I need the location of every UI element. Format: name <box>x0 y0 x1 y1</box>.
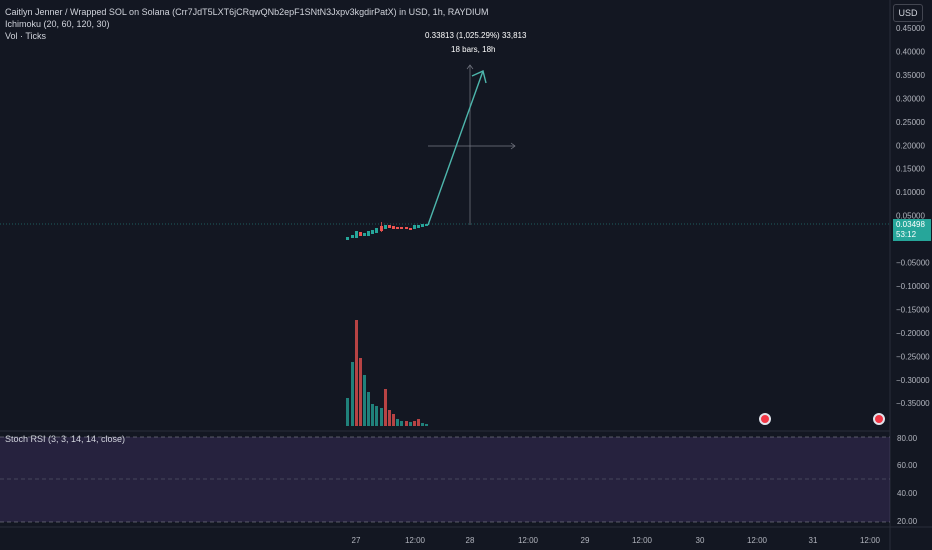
price-tick-label: 0.45000 <box>896 24 925 33</box>
candle <box>375 228 378 233</box>
candle <box>400 227 403 229</box>
currency-button[interactable]: USD <box>893 4 923 22</box>
price-tick-label: 0.20000 <box>896 141 925 150</box>
price-tick-label: 0.15000 <box>896 165 925 174</box>
volume-bar <box>363 375 366 426</box>
volume-bar <box>384 389 387 426</box>
measure-arrow-h <box>510 142 516 150</box>
volume-bar <box>413 421 416 426</box>
time-tick-label: 28 <box>466 536 475 545</box>
price-tick-label: 0.30000 <box>896 94 925 103</box>
price-tick-label: 0.25000 <box>896 118 925 127</box>
rsi-axis[interactable]: 80.00 60.00 40.00 20.00 <box>897 434 918 526</box>
stoch-rsi-label[interactable]: Stoch RSI (3, 3, 14, 14, close) <box>5 434 126 444</box>
candle <box>409 228 412 230</box>
price-tick-label: 0.35000 <box>896 71 925 80</box>
volume-bar <box>375 406 378 426</box>
price-tick-label: 0.40000 <box>896 47 925 56</box>
measure-arrowhead <box>471 70 487 84</box>
price-tick-label: −0.25000 <box>896 352 930 361</box>
time-tick-label: 29 <box>581 536 590 545</box>
measure-info-line1: 0.33813 (1,025.29%) 33,813 <box>425 31 527 40</box>
candle <box>392 226 395 229</box>
price-tick-label: 0.05000 <box>896 212 925 221</box>
candle <box>371 230 374 234</box>
volume-label[interactable]: Vol · Ticks <box>5 31 47 41</box>
rsi-tick-label: 60.00 <box>897 461 918 470</box>
price-tick-label: −0.30000 <box>896 376 930 385</box>
volume-bar <box>351 362 354 426</box>
rsi-tick-label: 80.00 <box>897 434 918 443</box>
bar-countdown: 53:12 <box>896 230 917 239</box>
candle <box>421 224 424 227</box>
event-flag-icon[interactable] <box>873 413 885 425</box>
time-axis[interactable]: 27 12:00 28 12:00 29 12:00 30 12:00 31 12:00 <box>352 536 881 545</box>
volume-bar <box>346 398 349 426</box>
measure-line[interactable] <box>427 70 484 226</box>
candle <box>359 232 362 236</box>
time-tick-label: 31 <box>809 536 818 545</box>
time-tick-label: 12:00 <box>632 536 653 545</box>
price-axis[interactable]: 0.45000 0.40000 0.35000 0.30000 0.25000 0.200… <box>896 24 930 408</box>
volume-bars[interactable] <box>346 320 428 426</box>
candle <box>355 231 358 238</box>
candle <box>417 225 420 228</box>
candle <box>346 237 349 240</box>
volume-bar <box>388 410 391 426</box>
volume-bar <box>425 424 428 426</box>
volume-bar <box>355 320 358 426</box>
candle <box>405 227 408 229</box>
measure-info-line2: 18 bars, 18h <box>451 45 496 54</box>
candle <box>384 225 387 229</box>
price-tick-label: −0.10000 <box>896 282 930 291</box>
stoch-rsi-band <box>0 437 890 522</box>
price-tick-label: 0.10000 <box>896 188 925 197</box>
price-tick-label: −0.20000 <box>896 329 930 338</box>
price-tick-label: −0.35000 <box>896 399 930 408</box>
price-tick-label: −0.05000 <box>896 259 930 268</box>
ichimoku-label[interactable]: Ichimoku (20, 60, 120, 30) <box>5 19 110 29</box>
volume-bar <box>371 404 374 426</box>
volume-bar <box>417 419 420 426</box>
candle <box>388 225 391 228</box>
event-flag-icon[interactable] <box>759 413 771 425</box>
price-tick-label: −0.15000 <box>896 305 930 314</box>
time-tick-label: 12:00 <box>405 536 426 545</box>
candle <box>351 235 354 238</box>
current-price-label: 0.03498 53:12 <box>893 219 931 241</box>
time-tick-label: 30 <box>696 536 705 545</box>
candle <box>425 224 428 226</box>
volume-bar <box>367 392 370 426</box>
chart-legend: Caitlyn Jenner / Wrapped SOL on Solana (… <box>5 6 489 42</box>
time-tick-label: 12:00 <box>518 536 539 545</box>
volume-bar <box>400 421 403 426</box>
candle <box>380 226 383 231</box>
symbol-title[interactable]: Caitlyn Jenner / Wrapped SOL on Solana (… <box>5 7 489 17</box>
candle <box>363 233 366 236</box>
volume-bar <box>409 422 412 426</box>
current-price-value: 0.03498 <box>896 220 925 229</box>
candles[interactable] <box>346 222 428 240</box>
candle <box>413 225 416 229</box>
candle <box>367 231 370 236</box>
volume-bar <box>392 414 395 426</box>
time-tick-label: 27 <box>352 536 361 545</box>
time-tick-label: 12:00 <box>860 536 881 545</box>
candle <box>396 227 399 229</box>
volume-bar <box>421 423 424 426</box>
rsi-tick-label: 40.00 <box>897 489 918 498</box>
time-tick-label: 12:00 <box>747 536 768 545</box>
volume-bar <box>405 421 408 426</box>
volume-bar <box>359 358 362 426</box>
volume-bar <box>396 419 399 426</box>
measure-arrow-v <box>466 64 474 70</box>
rsi-tick-label: 20.00 <box>897 517 918 526</box>
volume-bar <box>380 408 383 426</box>
